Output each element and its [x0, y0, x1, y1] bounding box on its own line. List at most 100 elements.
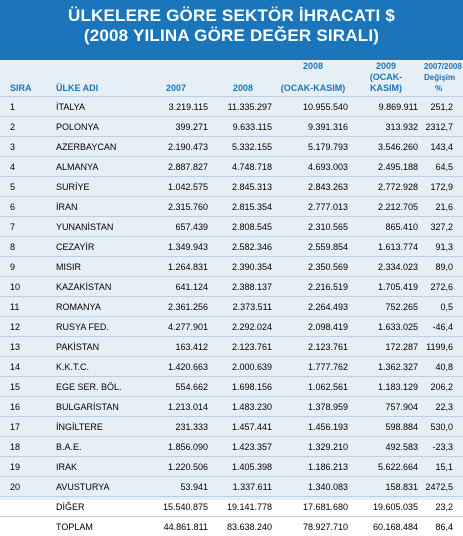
cell-2008ok: 1.456.193	[278, 417, 354, 437]
cell-2008: 2.123.761	[214, 337, 278, 357]
cell-change: 206,2	[424, 377, 463, 397]
cell-sira: 13	[0, 337, 44, 357]
cell-2008ok: 2.310.565	[278, 217, 354, 237]
cell-2008ok: 2.559.854	[278, 237, 354, 257]
cell-2009ok: 1.613.774	[354, 237, 424, 257]
cell-2007: 1.264.831	[144, 257, 214, 277]
cell-2008: 2.388.137	[214, 277, 278, 297]
cell-ulke: B.A.E.	[44, 437, 144, 457]
col-change-years: 2007/2008	[424, 60, 463, 72]
cell-2007: 657.439	[144, 217, 214, 237]
cell-2008ok: 1.329.210	[278, 437, 354, 457]
cell-sira: 10	[0, 277, 44, 297]
cell-2009ok: 492.583	[354, 437, 424, 457]
cell-ulke: PAKİSTAN	[44, 337, 144, 357]
cell-sira: 11	[0, 297, 44, 317]
cell-2008: 83.638.240	[214, 517, 278, 536]
cell-2008ok: 1.186.213	[278, 457, 354, 477]
cell-2007: 53.941	[144, 477, 214, 497]
cell-2008: 1.423.357	[214, 437, 278, 457]
cell-2008: 5.332.155	[214, 137, 278, 157]
cell-sira: 8	[0, 237, 44, 257]
cell-2008ok: 9.391.316	[278, 117, 354, 137]
cell-2007: 1.220.506	[144, 457, 214, 477]
cell-2008ok: 1.062.561	[278, 377, 354, 397]
cell-ulke: AVUSTURYA	[44, 477, 144, 497]
cell-2008ok: 1.777.762	[278, 357, 354, 377]
cell-sira: 7	[0, 217, 44, 237]
cell-2007: 1.856.090	[144, 437, 214, 457]
cell-2008: 2.390.354	[214, 257, 278, 277]
cell-ulke: IRAK	[44, 457, 144, 477]
cell-sira: 16	[0, 397, 44, 417]
cell-ulke: TOPLAM	[44, 517, 144, 536]
cell-2008: 2.815.354	[214, 197, 278, 217]
header-row-top: 2008 2009 2007/2008	[0, 60, 463, 72]
cell-2007: 554.662	[144, 377, 214, 397]
col-2009ok-year: 2009	[354, 60, 424, 72]
cell-2007: 1.349.943	[144, 237, 214, 257]
cell-2007: 3.219.115	[144, 97, 214, 117]
cell-2008: 1.457.441	[214, 417, 278, 437]
cell-2008: 2.808.545	[214, 217, 278, 237]
cell-2008ok: 2.216.519	[278, 277, 354, 297]
page-title: ÜLKELERE GÖRE SEKTÖR İHRACATI $	[0, 0, 463, 26]
cell-sira: 18	[0, 437, 44, 457]
cell-change: 0,5	[424, 297, 463, 317]
cell-sira: 5	[0, 177, 44, 197]
cell-ulke: CEZAYİR	[44, 237, 144, 257]
cell-2007: 1.420.663	[144, 357, 214, 377]
cell-sira: 2	[0, 117, 44, 137]
cell-2009ok: 2.772.928	[354, 177, 424, 197]
cell-2008: 1.483.230	[214, 397, 278, 417]
cell-2009ok: 2.495.188	[354, 157, 424, 177]
cell-2007: 2.190.473	[144, 137, 214, 157]
export-table: 2008 2009 2007/2008 SIRA ÜLKE ADI 2007 2…	[0, 60, 463, 536]
cell-change: 86,4	[424, 517, 463, 536]
cell-sira: 14	[0, 357, 44, 377]
cell-2007: 231.333	[144, 417, 214, 437]
cell-sira: 9	[0, 257, 44, 277]
cell-2009ok: 1.705.419	[354, 277, 424, 297]
cell-2007: 1.213.014	[144, 397, 214, 417]
cell-2007: 2.887.827	[144, 157, 214, 177]
col-2007: 2007	[144, 72, 214, 97]
header-row-bottom: SIRA ÜLKE ADI 2007 2008 (OCAK-KASIM) (OC…	[0, 72, 463, 97]
cell-change: 327,2	[424, 217, 463, 237]
cell-ulke: YUNANİSTAN	[44, 217, 144, 237]
cell-ulke: EGE SER. BÖL.	[44, 377, 144, 397]
cell-2009ok: 865.410	[354, 217, 424, 237]
cell-ulke: ALMANYA	[44, 157, 144, 177]
cell-2008ok: 78.927.710	[278, 517, 354, 536]
cell-2008ok: 2.843.263	[278, 177, 354, 197]
cell-2009ok: 2.212.705	[354, 197, 424, 217]
cell-sira: 17	[0, 417, 44, 437]
cell-ulke: BULGARİSTAN	[44, 397, 144, 417]
cell-ulke: İTALYA	[44, 97, 144, 117]
cell-ulke: KAZAKİSTAN	[44, 277, 144, 297]
col-change-label: Değişim %	[424, 72, 463, 97]
cell-2009ok: 1.183.129	[354, 377, 424, 397]
cell-2008: 2.000.639	[214, 357, 278, 377]
cell-sira: 12	[0, 317, 44, 337]
cell-2009ok: 3.546.260	[354, 137, 424, 157]
cell-2008ok: 2.098.419	[278, 317, 354, 337]
cell-2009ok: 313.932	[354, 117, 424, 137]
cell-ulke: SURİYE	[44, 177, 144, 197]
cell-ulke: MISIR	[44, 257, 144, 277]
cell-sira	[0, 517, 44, 536]
cell-sira: 15	[0, 377, 44, 397]
cell-2008ok: 2.777.013	[278, 197, 354, 217]
cell-2009ok: 752.265	[354, 297, 424, 317]
cell-change: 251,2	[424, 97, 463, 117]
cell-change: -46,4	[424, 317, 463, 337]
